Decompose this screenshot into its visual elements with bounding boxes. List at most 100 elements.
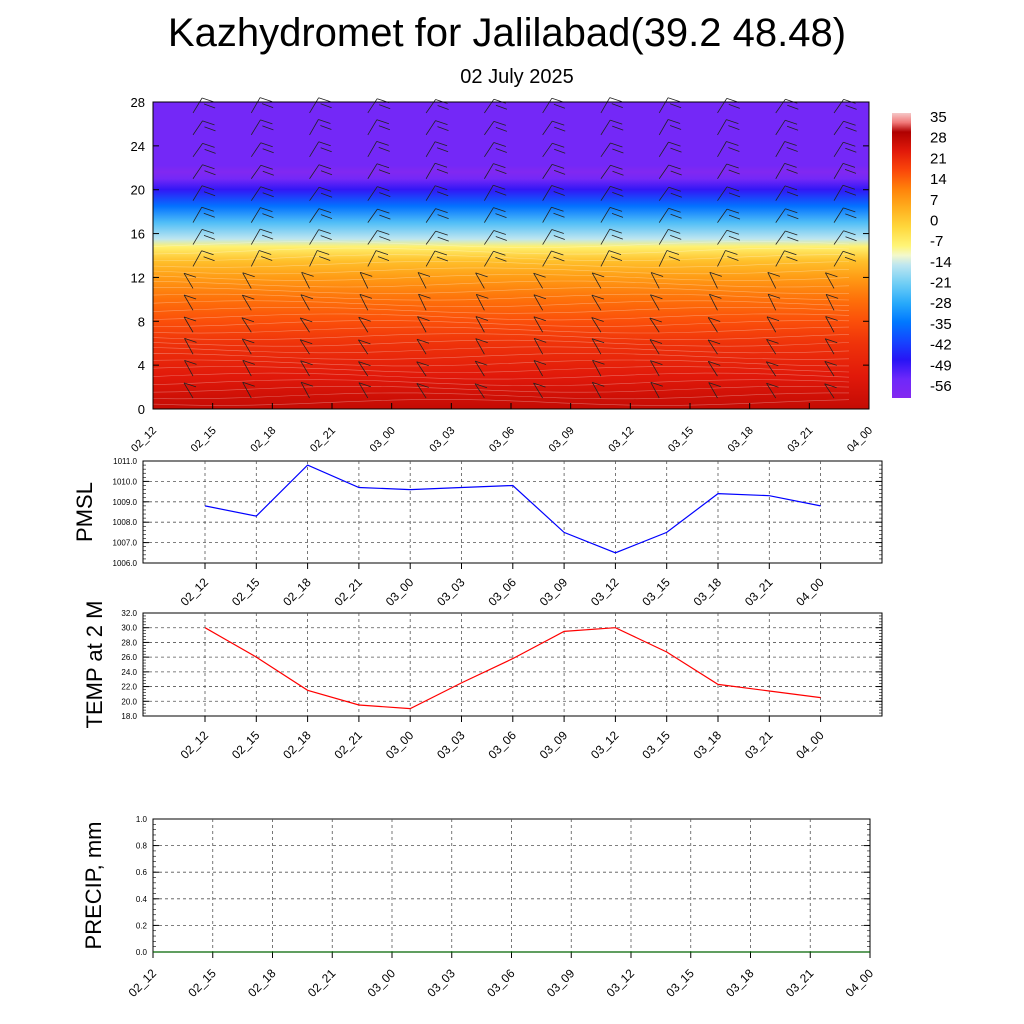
wind-barb — [183, 272, 194, 289]
wind-barb — [767, 294, 777, 311]
wind-barb — [591, 272, 602, 289]
wind-barb-flag — [300, 339, 313, 345]
wind-barb-flag — [784, 141, 797, 146]
wind-barb-flag — [201, 206, 214, 212]
wind-barb-flag — [591, 338, 605, 344]
wind-barb — [658, 208, 669, 223]
y-tick-label: 28.0 — [121, 638, 137, 647]
x-tick-label: 03_18 — [691, 575, 725, 609]
wind-barb — [833, 251, 844, 267]
wind-barb — [766, 383, 777, 399]
wind-barb — [533, 294, 544, 311]
contour-line — [152, 379, 850, 387]
wind-barb-flag — [262, 213, 274, 218]
wind-barb-flag — [260, 119, 273, 125]
wind-barb-flag — [784, 163, 797, 168]
wind-barb — [367, 186, 378, 201]
wind-barb-flag — [668, 207, 681, 213]
wind-barb — [824, 383, 835, 399]
wind-barb — [542, 229, 553, 245]
x-tick-label: 02_18 — [245, 966, 279, 1000]
x-tick-label: 04_00 — [845, 425, 875, 455]
wind-barb — [824, 338, 835, 355]
wind-barb-flag — [727, 256, 739, 261]
wind-barb-flag — [262, 148, 274, 154]
wind-barb — [250, 165, 262, 179]
wind-barb — [484, 121, 495, 136]
wind-barb — [242, 272, 252, 289]
wind-barb-flag — [787, 214, 799, 220]
wind-barb-flag — [786, 256, 798, 262]
wind-barb-flag — [554, 148, 566, 154]
cross-section-field — [153, 102, 869, 409]
wind-barb-flag — [317, 250, 330, 255]
y-axis-label: TEMP at 2 M — [82, 601, 107, 729]
wind-barb-flag — [416, 338, 430, 344]
wind-barb-flag — [551, 185, 564, 190]
wind-barb-flag — [845, 147, 857, 153]
wind-barb — [542, 120, 553, 136]
wind-barb — [600, 228, 611, 245]
wind-barb — [241, 294, 252, 311]
wind-barb-flag — [824, 361, 837, 366]
wind-barb-flag — [843, 120, 856, 126]
wind-barb — [767, 272, 777, 289]
pmsl-panel: 1006.0 1007.0 1008.0 1009.0 1010.0 1011.0 02_1… — [72, 457, 883, 609]
wind-barb-flag — [786, 191, 799, 197]
wind-barb-flag — [475, 360, 488, 366]
wind-barb-flag — [552, 120, 565, 126]
y-tick-label: 20.0 — [121, 697, 137, 706]
wind-barb — [425, 230, 437, 245]
wind-barb-flag — [670, 147, 682, 153]
contour-line — [152, 346, 850, 354]
wind-barb — [717, 208, 728, 223]
colorbar-label: 14 — [930, 171, 947, 188]
colorbar-label: -42 — [930, 337, 952, 354]
wind-barb — [241, 338, 252, 355]
wind-barb-flag — [666, 250, 680, 255]
wind-barb — [542, 97, 553, 114]
wind-barb — [417, 316, 427, 333]
wind-barb-flag — [475, 338, 488, 343]
y-tick-label: 0 — [138, 402, 145, 417]
colorbar: 35 28 21 14 7 0 -7 -14 -21 -28 -35 -42 -49 -56 — [892, 109, 952, 398]
wind-barb — [250, 97, 261, 114]
wind-barb-flag — [728, 214, 741, 220]
contour-line — [152, 333, 850, 340]
x-tick-label: 03_06 — [487, 425, 517, 455]
wind-barb-flag — [726, 186, 740, 192]
wind-barb-flag — [203, 103, 216, 109]
x-tick-label: 02_21 — [332, 728, 366, 762]
wind-barb — [600, 250, 610, 267]
x-tick-label: 02_15 — [229, 728, 263, 762]
wind-barb — [717, 98, 728, 114]
contour-line — [152, 260, 850, 268]
wind-barb-flag — [551, 250, 564, 256]
wind-barb — [416, 361, 427, 377]
wind-barb-flag — [493, 163, 506, 168]
wind-barb-flag — [553, 212, 565, 218]
wind-barb-flag — [611, 103, 623, 108]
wind-barb-flag — [649, 317, 662, 323]
contour-line — [152, 359, 850, 367]
wind-barb-flag — [203, 191, 216, 197]
wind-barb — [717, 250, 726, 267]
wind-barb-flag — [260, 142, 273, 148]
wind-barb — [358, 339, 369, 355]
wind-barb-flag — [611, 213, 624, 218]
wind-barb-flag — [610, 164, 623, 170]
wind-barb-flag — [417, 316, 430, 321]
x-tick-label: 03_00 — [365, 966, 399, 1000]
wind-barb-flag — [533, 316, 547, 322]
wind-barb — [825, 294, 835, 311]
wind-barb — [484, 98, 495, 114]
wind-barb-flag — [261, 234, 274, 240]
wind-barb-flag — [242, 294, 255, 300]
x-tick-label: 02_21 — [308, 425, 338, 455]
wind-barb — [542, 250, 552, 267]
wind-barb-flag — [495, 148, 507, 153]
wind-barb — [658, 119, 669, 136]
wind-barb-flag — [318, 229, 331, 234]
wind-barb-flag — [669, 125, 682, 130]
contour-line — [152, 274, 850, 281]
